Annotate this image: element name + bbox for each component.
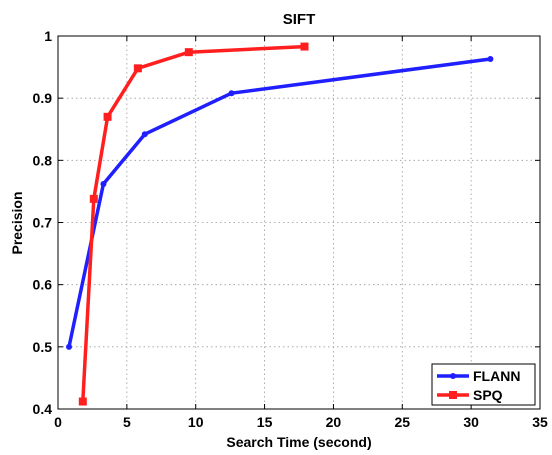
legend-label-flann: FLANN <box>473 368 520 384</box>
data-point-flann <box>228 90 235 97</box>
legend-marker-flann <box>450 373 456 379</box>
data-point-flann <box>100 180 107 187</box>
grid-layer <box>58 36 540 409</box>
x-tick-label: 10 <box>188 414 204 430</box>
x-tick-label: 35 <box>532 414 548 430</box>
y-tick-label: 0.7 <box>33 215 53 231</box>
y-tick-label: 0.9 <box>33 90 53 106</box>
x-axis-label: Search Time (second) <box>226 434 371 450</box>
y-axis-label: Precision <box>9 191 25 254</box>
tick-layer: 0 5 10 15 20 25 30 35 0.4 0.5 0.6 0.7 0.8 0.9 1 <box>33 28 548 430</box>
x-tick-label: 5 <box>123 414 131 430</box>
data-point-flann <box>66 343 73 350</box>
data-point-flann <box>141 131 148 138</box>
y-tick-label: 0.8 <box>33 152 53 168</box>
data-point-flann <box>487 56 494 63</box>
data-point-spq <box>133 64 142 73</box>
chart-title: SIFT <box>283 11 316 28</box>
series-layer <box>66 42 494 406</box>
data-point-spq <box>300 42 309 51</box>
y-tick-label: 0.6 <box>33 277 53 293</box>
data-point-spq <box>103 112 112 121</box>
x-tick-label: 25 <box>394 414 410 430</box>
y-tick-label: 0.4 <box>33 401 53 417</box>
legend: FLANN SPQ <box>431 363 536 406</box>
x-tick-label: 20 <box>326 414 342 430</box>
legend-label-spq: SPQ <box>473 387 503 403</box>
x-tick-label: 15 <box>257 414 273 430</box>
legend-marker-spq <box>449 391 457 399</box>
data-point-spq <box>89 194 98 203</box>
y-tick-label: 1 <box>44 28 52 44</box>
x-tick-label: 0 <box>54 414 62 430</box>
x-tick-label: 30 <box>463 414 479 430</box>
series-line-flann <box>67 57 491 348</box>
y-tick-label: 0.5 <box>33 339 53 355</box>
data-point-spq <box>78 397 87 406</box>
data-point-spq <box>184 48 193 57</box>
series-line-spq <box>81 44 305 402</box>
